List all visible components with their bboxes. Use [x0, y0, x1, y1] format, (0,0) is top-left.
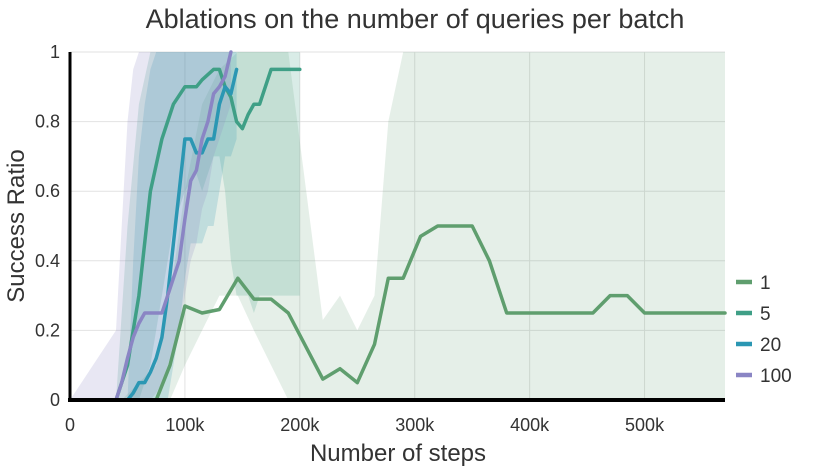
- x-tick-label: 500k: [625, 415, 665, 435]
- y-tick-label: 0.2: [35, 320, 60, 340]
- line-series-20: [68, 67, 239, 402]
- legend-label-1: 1: [760, 273, 771, 294]
- line-series-5: [68, 67, 302, 402]
- chart-title: Ablations on the number of queries per b…: [146, 4, 685, 34]
- legend: 1 5 20 100: [736, 273, 792, 387]
- x-axis-label: Number of steps: [310, 440, 486, 467]
- band-series-20: [70, 52, 237, 400]
- x-tick-label: 300k: [395, 415, 435, 435]
- axes: [68, 52, 725, 402]
- confidence-bands: [70, 52, 725, 400]
- x-tick-label: 100k: [165, 415, 205, 435]
- y-tick-label: 0.6: [35, 181, 60, 201]
- line-series-1: [68, 224, 727, 402]
- line-series-100: [68, 50, 233, 402]
- band-series-5: [70, 52, 300, 400]
- legend-label-5: 5: [760, 304, 771, 325]
- legend-label-100: 100: [760, 366, 792, 387]
- x-tick-label: 400k: [510, 415, 550, 435]
- y-tick-label: 1: [50, 42, 60, 62]
- y-tick-label: 0: [50, 390, 60, 410]
- y-tick-label: 0.4: [35, 251, 60, 271]
- tick-labels: 0 100k 200k 300k 400k 500k 0 0.2 0.4 0.6 0.8 1: [35, 42, 665, 435]
- y-tick-label: 0.8: [35, 112, 60, 132]
- y-axis-label: Success Ratio: [3, 149, 30, 302]
- x-tick-label: 200k: [280, 415, 320, 435]
- series-lines: [68, 50, 727, 402]
- x-tick-label: 0: [65, 415, 75, 435]
- legend-label-20: 20: [760, 335, 781, 356]
